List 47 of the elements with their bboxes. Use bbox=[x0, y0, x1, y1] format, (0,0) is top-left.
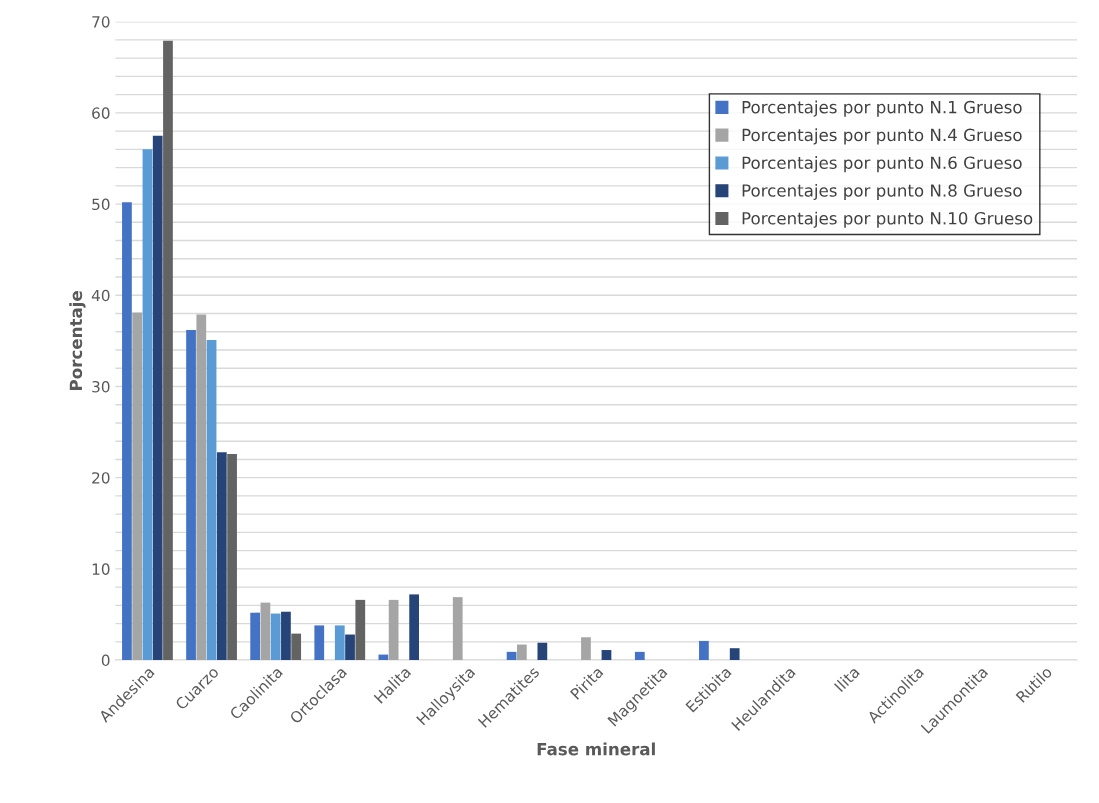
y-tick-label: 40 bbox=[91, 289, 110, 302]
bar bbox=[227, 453, 237, 661]
bar bbox=[122, 202, 132, 661]
x-axis-title: Fase mineral bbox=[537, 742, 655, 756]
bar bbox=[699, 640, 709, 661]
bar bbox=[345, 634, 355, 661]
legend-label: Porcentajes por punto N.10 Grueso bbox=[742, 211, 1033, 228]
bar bbox=[142, 149, 153, 661]
bar bbox=[270, 613, 281, 661]
bar bbox=[729, 648, 740, 661]
bar bbox=[196, 314, 207, 661]
bar bbox=[314, 625, 325, 661]
y-axis-title: Porcentaje bbox=[69, 291, 86, 390]
bar bbox=[260, 602, 271, 661]
legend-label: Porcentajes por punto N.1 Grueso bbox=[742, 100, 1022, 117]
y-tick-label: 0 bbox=[101, 654, 110, 667]
bar bbox=[388, 599, 399, 661]
legend-label: Porcentajes por punto N.6 Grueso bbox=[742, 156, 1022, 173]
bar bbox=[250, 612, 261, 661]
bar bbox=[152, 135, 163, 661]
bar bbox=[206, 339, 217, 661]
bar bbox=[132, 312, 143, 661]
bar bbox=[452, 597, 463, 661]
bar bbox=[516, 644, 527, 661]
bar bbox=[581, 637, 591, 661]
bar bbox=[281, 611, 291, 661]
y-tick-label: 50 bbox=[92, 198, 110, 211]
legend-label: Porcentajes por punto N.8 Grueso bbox=[742, 183, 1022, 201]
bar bbox=[291, 633, 302, 661]
bar bbox=[506, 651, 517, 661]
y-tick-label: 20 bbox=[92, 472, 110, 484]
bar bbox=[634, 651, 645, 661]
y-tick-label: 60 bbox=[92, 107, 110, 119]
bar bbox=[216, 452, 227, 661]
y-tick-label: 30 bbox=[92, 380, 110, 393]
bar bbox=[409, 594, 420, 661]
y-tick-label: 10 bbox=[92, 563, 110, 575]
bar bbox=[334, 625, 345, 661]
legend-label: Porcentajes por punto N.4 Grueso bbox=[742, 128, 1022, 145]
x-tick-label: Ilita bbox=[833, 665, 861, 693]
bar bbox=[186, 329, 196, 661]
bar bbox=[537, 642, 548, 661]
bar bbox=[378, 654, 389, 661]
bar bbox=[355, 599, 366, 661]
bar bbox=[163, 40, 173, 661]
bar bbox=[601, 650, 612, 661]
y-tick-label: 70 bbox=[92, 16, 110, 28]
